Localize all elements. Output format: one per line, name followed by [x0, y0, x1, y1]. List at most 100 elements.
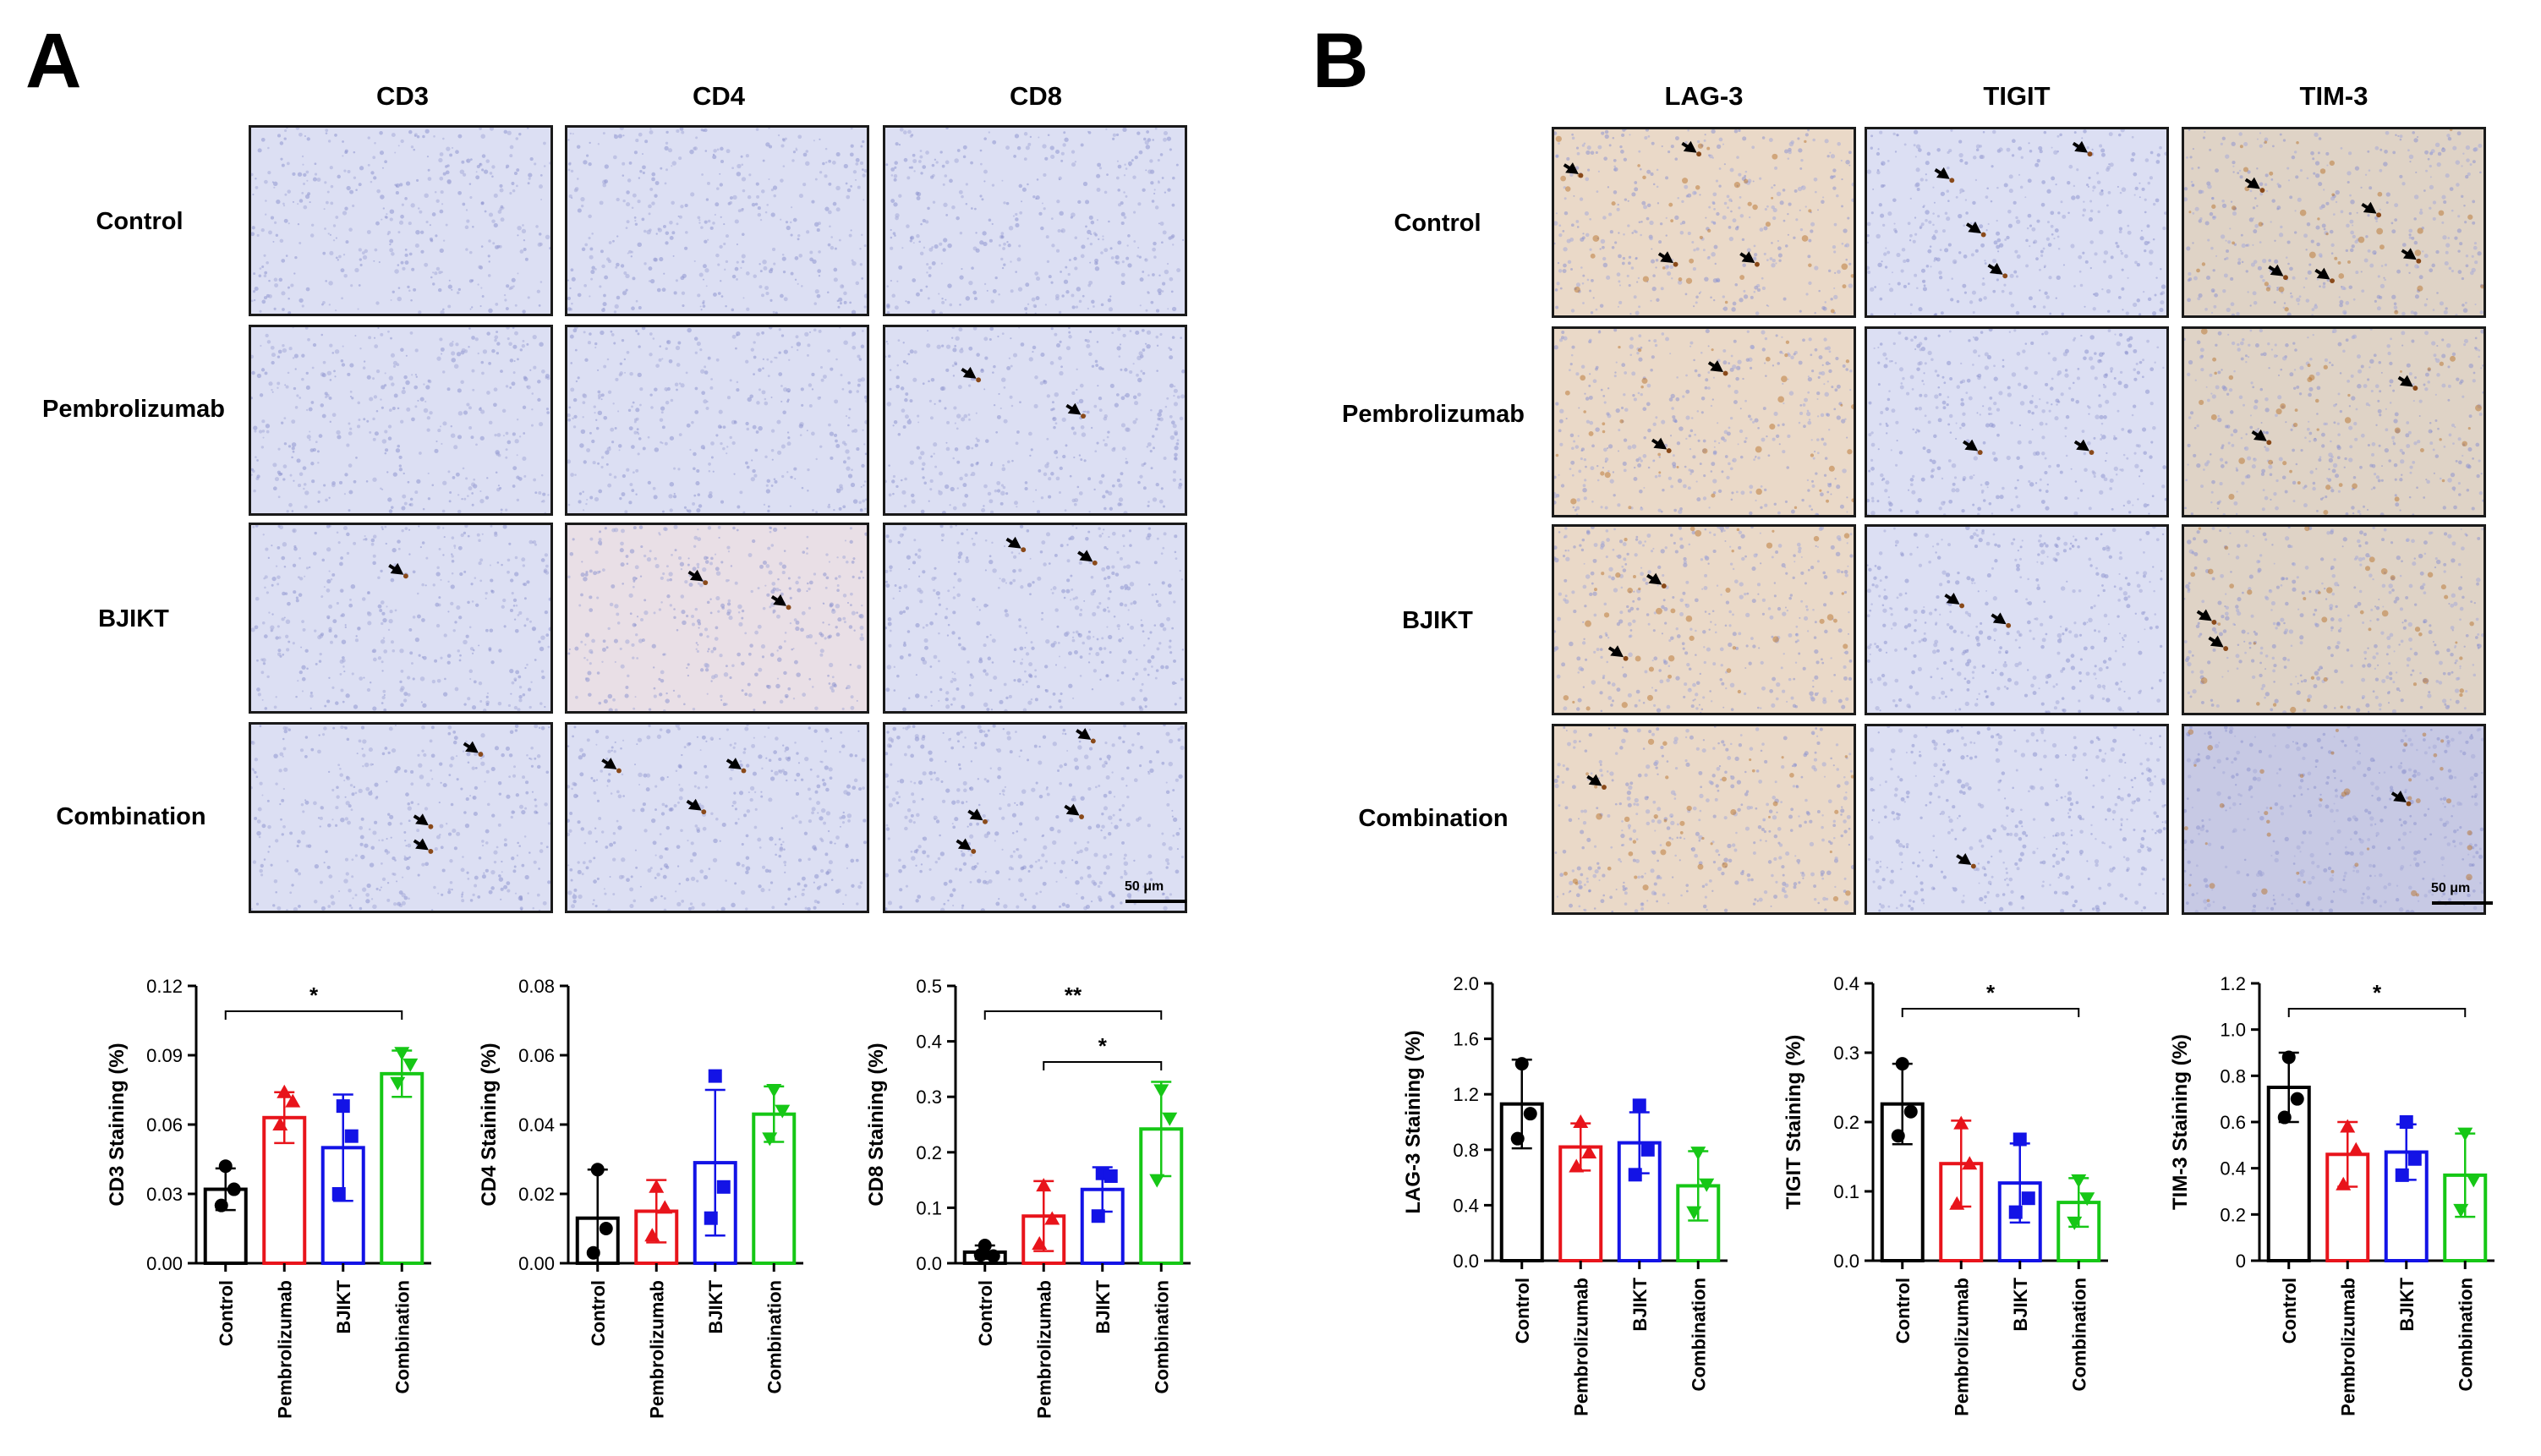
- tigit-data-point: [1953, 1115, 1969, 1130]
- tigit-y-tick-label: 0.4: [1833, 973, 1859, 994]
- arrow-icon: [2072, 140, 2093, 157]
- lag3-data-point: [1569, 1158, 1585, 1173]
- cd4-data-point: [766, 1084, 782, 1097]
- cd8-data-point: [1091, 1209, 1105, 1223]
- micrograph-cd8-control: [883, 125, 1187, 316]
- lag3-y-tick-label: 1.6: [1453, 1029, 1479, 1050]
- arrow-icon: [687, 569, 709, 586]
- tigit-x-tick-label: BJIKT: [2010, 1277, 2031, 1331]
- row-label-combination-a: Combination: [56, 803, 206, 830]
- micrograph-cd3-pembrolizumab: [249, 325, 553, 516]
- scale-bar-a: [1125, 900, 1186, 903]
- arrow-icon: [2401, 248, 2422, 264]
- cd8-x-tick-label: Combination: [1151, 1280, 1172, 1393]
- cd8-data-point: [1153, 1084, 1169, 1098]
- tim3-y-tick-label: 0.2: [2220, 1204, 2246, 1225]
- arrow-icon: [1963, 439, 1983, 455]
- row-label-bjikt-a: BJIKT: [98, 605, 169, 632]
- arrow-icon: [1934, 167, 1955, 183]
- scale-bar-b: [2432, 901, 2493, 905]
- panel-label-a: A: [25, 18, 82, 104]
- lag3-x-tick-label: Control: [1512, 1278, 1533, 1344]
- cd8-significance-label: *: [1098, 1033, 1108, 1059]
- cd3-x-tick-label: Pembrolizumab: [274, 1280, 295, 1419]
- lag3-y-tick-label: 0.8: [1453, 1140, 1479, 1161]
- cd8-significance-bracket: [983, 1010, 1163, 1020]
- row-label-control-a: Control: [96, 208, 183, 235]
- cd3-x-tick-label: Control: [216, 1280, 237, 1346]
- tigit-data-point: [2008, 1205, 2023, 1219]
- column-header-lag3: LAG-3: [1664, 81, 1744, 111]
- arrow-icon: [413, 813, 434, 829]
- arrow-icon: [1681, 140, 1702, 157]
- cd3-data-point: [336, 1099, 350, 1114]
- column-header-cd8: CD8: [1009, 81, 1062, 111]
- lag3-data-point: [1632, 1098, 1646, 1113]
- cd4-data-point: [775, 1104, 791, 1119]
- micrograph-cd3-combination: [249, 722, 553, 913]
- cd4-data-point: [657, 1200, 673, 1214]
- lag3-y-axis-label: LAG-3 Staining (%): [1402, 1030, 1425, 1213]
- tigit-data-point: [2013, 1132, 2027, 1147]
- cd8-x-tick-label: Control: [975, 1280, 996, 1346]
- scale-bar-label-a: 50 μm: [1125, 879, 1164, 894]
- arrow-icon: [2208, 635, 2229, 651]
- tim3-data-point: [2281, 1050, 2296, 1065]
- cd3-data-point: [218, 1159, 233, 1174]
- tigit-data-point: [2071, 1174, 2087, 1188]
- micrograph-cd4-pembrolizumab: [565, 325, 869, 516]
- tim3-y-tick-label: 0: [2236, 1251, 2246, 1272]
- cd8-data-point: [1162, 1112, 1178, 1126]
- cd3-data-point: [390, 1076, 406, 1091]
- micrograph-lag3-control: [1552, 127, 1856, 318]
- arrow-icon: [1944, 593, 1965, 609]
- tim3-data-point: [2395, 1168, 2409, 1182]
- tigit-data-point: [2079, 1192, 2095, 1207]
- micrograph-tigit-control: [1865, 127, 2169, 318]
- arrow-icon: [726, 758, 747, 774]
- lag3-data-point: [1573, 1114, 1589, 1128]
- arrow-icon: [1005, 536, 1027, 553]
- arrow-icon: [1065, 402, 1086, 419]
- arrow-icon: [961, 366, 982, 383]
- micrograph-tigit-combination: [1865, 724, 2169, 915]
- row-label-pembrolizumab-a: Pembrolizumab: [42, 396, 225, 423]
- micrograph-tigit-pembrolizumab: [1865, 326, 2169, 517]
- arrow-icon: [1077, 550, 1098, 566]
- tigit-x-tick-label: Combination: [2068, 1278, 2089, 1391]
- tigit-data-point: [2021, 1191, 2035, 1206]
- cd3-y-tick-label: 0.00: [146, 1253, 183, 1274]
- cd3-y-tick-label: 0.12: [146, 976, 183, 997]
- cd8-y-axis-label: CD8 Staining (%): [865, 1043, 888, 1206]
- lag3-x-tick-label: Pembrolizumab: [1570, 1278, 1591, 1416]
- cd4-data-point: [586, 1245, 600, 1260]
- arrow-icon: [1646, 572, 1667, 589]
- row-label-combination-b: Combination: [1358, 805, 1509, 832]
- arrow-icon: [1965, 222, 1986, 238]
- micrograph-tim3-combination: [2182, 724, 2486, 915]
- tim3-data-point: [2407, 1152, 2422, 1166]
- cd4-data-point: [590, 1163, 605, 1177]
- cd8-y-tick-label: 0.4: [916, 1032, 942, 1053]
- column-header-tigit: TIGIT: [1983, 81, 2051, 111]
- tigit-x-tick-label: Pembrolizumab: [1951, 1278, 1972, 1416]
- lag3-data-point: [1523, 1107, 1537, 1121]
- lag3-y-tick-label: 0.4: [1453, 1195, 1479, 1216]
- arrow-icon: [2397, 375, 2418, 391]
- cd4-data-point: [649, 1179, 665, 1193]
- cd3-y-tick-label: 0.03: [146, 1184, 183, 1205]
- arrow-icon: [1076, 728, 1096, 744]
- arrow-icon: [388, 562, 408, 579]
- cd3-x-tick-label: Combination: [392, 1280, 413, 1393]
- row-label-control-b: Control: [1394, 210, 1481, 237]
- scale-bar-label-b: 50 μm: [2431, 881, 2471, 895]
- micrograph-tim3-control: [2182, 127, 2486, 318]
- cd8-y-tick-label: 0.5: [916, 976, 942, 997]
- tim3-y-tick-label: 0.8: [2220, 1065, 2246, 1087]
- cd8-y-tick-label: 0.2: [916, 1142, 942, 1163]
- cd4-y-tick-label: 0.06: [518, 1045, 555, 1066]
- arrow-icon: [2314, 267, 2335, 284]
- arrow-icon: [463, 741, 484, 757]
- cd3-x-tick-label: BJIKT: [333, 1279, 354, 1333]
